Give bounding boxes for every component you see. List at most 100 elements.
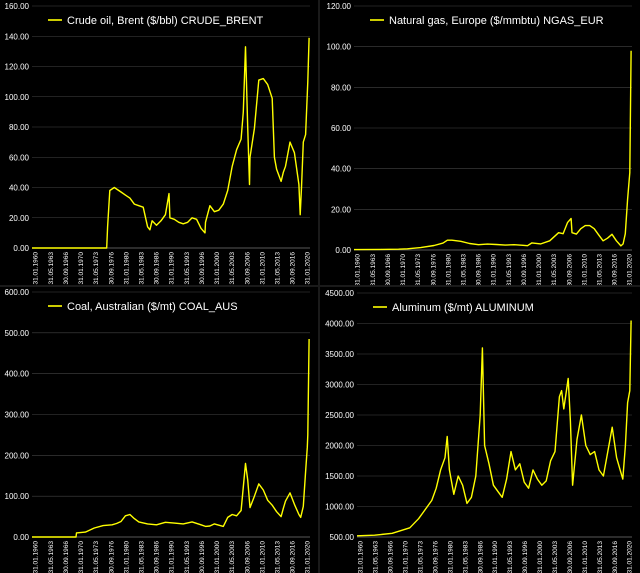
y-tick-label: 4500.00 [325, 289, 354, 298]
x-tick-label: 31.05.2003 [552, 541, 559, 573]
x-tick-label: 31.01.1970 [78, 541, 85, 573]
x-tick-label: 31.01.1970 [403, 541, 410, 573]
x-tick-label: 31.01.1970 [400, 254, 407, 285]
x-tick-label: 31.01.2010 [259, 541, 266, 573]
x-tick-label: 31.01.2020 [305, 541, 312, 573]
legend-label: Crude oil, Brent ($/bbl) CRUDE_BRENT [67, 15, 264, 27]
legend-label: Aluminum ($/mt) ALUMINUM [392, 302, 534, 314]
x-tick-label: 31.01.2000 [214, 252, 221, 285]
y-tick-label: 400.00 [5, 370, 30, 379]
x-tick-label: 31.05.2013 [596, 254, 603, 285]
x-tick-label: 31.05.1993 [184, 252, 191, 285]
series-line [353, 50, 632, 251]
x-tick-label: 30.09.1976 [108, 252, 115, 285]
x-tick-label: 31.05.1973 [93, 541, 100, 573]
x-tick-label: 31.01.1980 [123, 252, 130, 285]
x-tick-label: 31.05.1973 [415, 254, 422, 285]
x-tick-label: 31.01.1960 [355, 254, 362, 285]
x-tick-label: 31.05.1993 [506, 254, 513, 285]
chart-panel-coal-aus: 0.00 100.00 200.00 300.00 400.00 500.00 600.00… [0, 287, 318, 573]
x-tick-label: 30.09.2016 [290, 252, 297, 285]
x-tick-label: 31.05.1963 [370, 254, 377, 285]
series-line [356, 320, 632, 537]
x-tick-label: 31.05.1963 [48, 252, 55, 285]
x-tick-label: 31.01.1980 [447, 541, 454, 573]
x-tick-label: 30.09.1996 [521, 254, 528, 285]
y-tick-label: 3500.00 [325, 350, 354, 359]
y-tick-label: 2000.00 [325, 442, 354, 451]
x-tick-label: 31.01.2000 [536, 254, 543, 285]
chart-panel-ngas-eur: 0.00 20.00 40.00 60.00 80.00 100.00 120.00 31.0… [320, 0, 640, 285]
x-tick-label: 30.09.1996 [522, 541, 529, 573]
y-tick-label: 120.00 [5, 63, 30, 72]
y-tick-label: 4000.00 [325, 320, 354, 329]
y-tick-label: 120.00 [327, 2, 352, 11]
y-tick-label: 100.00 [5, 93, 30, 102]
y-tick-label: 80.00 [9, 123, 30, 132]
x-tick-label: 31.05.1983 [138, 252, 145, 285]
y-tick-label: 1500.00 [325, 472, 354, 481]
y-tick-label: 20.00 [331, 205, 352, 214]
x-tick-label: 31.01.1990 [169, 252, 176, 285]
x-tick-label: 31.05.2013 [274, 252, 281, 285]
x-tick-label: 30.09.2006 [244, 252, 251, 285]
x-tick-label: 31.01.2010 [582, 541, 589, 573]
crude-brent-chart: 0.00 20.00 40.00 60.00 80.00 100.00 120.00 140.… [5, 2, 312, 285]
y-tick-label: 80.00 [331, 83, 352, 92]
y-tick-label: 500.00 [5, 329, 30, 338]
y-tick-label: 40.00 [331, 165, 352, 174]
x-tick-label: 31.01.2010 [259, 252, 266, 285]
legend-label: Coal, Australian ($/mt) COAL_AUS [67, 301, 238, 313]
x-tick-label: 31.05.2013 [274, 541, 281, 573]
x-tick-label: 30.09.1996 [199, 541, 206, 573]
x-tick-label: 31.01.1990 [491, 254, 498, 285]
x-tick-label: 30.09.1966 [63, 541, 70, 573]
x-tick-label: 31.01.2000 [214, 541, 221, 573]
x-tick-label: 30.09.1986 [477, 541, 484, 573]
x-tick-label: 31.01.1960 [33, 541, 40, 573]
x-tick-label: 31.05.1963 [373, 541, 380, 573]
coal-aus-chart: 0.00 100.00 200.00 300.00 400.00 500.00 600.00… [5, 288, 312, 573]
y-tick-label: 0.00 [13, 244, 29, 253]
y-tick-label: 100.00 [327, 43, 352, 52]
y-tick-label: 140.00 [5, 32, 30, 41]
x-tick-label: 31.01.1990 [492, 541, 499, 573]
y-tick-label: 200.00 [5, 451, 30, 460]
x-tick-label: 30.09.2006 [244, 541, 251, 573]
x-tick-label: 31.01.1970 [78, 252, 85, 285]
x-tick-label: 30.09.2006 [567, 541, 574, 573]
series-line [32, 338, 310, 538]
y-tick-label: 20.00 [9, 214, 30, 223]
y-tick-label: 160.00 [5, 2, 30, 11]
aluminum-chart: 500.00 1000.00 1500.00 2000.00 2500.00 3000.0… [325, 289, 634, 573]
x-tick-label: 30.09.1966 [385, 254, 392, 285]
y-tick-label: 100.00 [5, 492, 30, 501]
y-tick-label: 0.00 [13, 533, 29, 542]
x-tick-label: 31.01.1960 [33, 252, 40, 285]
y-tick-label: 60.00 [9, 153, 30, 162]
x-tick-label: 30.09.1986 [154, 252, 161, 285]
chart-panel-aluminum: 500.00 1000.00 1500.00 2000.00 2500.00 3000.0… [320, 287, 640, 573]
x-tick-label: 30.09.1986 [476, 254, 483, 285]
x-tick-label: 31.01.1980 [123, 541, 130, 573]
x-tick-label: 30.09.1996 [199, 252, 206, 285]
x-tick-label: 31.01.2000 [537, 541, 544, 573]
y-tick-label: 60.00 [331, 124, 352, 133]
x-tick-label: 31.05.2013 [597, 541, 604, 573]
x-tick-label: 31.05.1983 [462, 541, 469, 573]
y-tick-label: 3000.00 [325, 381, 354, 390]
x-tick-label: 31.05.2003 [229, 541, 236, 573]
legend-label: Natural gas, Europe ($/mmbtu) NGAS_EUR [389, 15, 604, 27]
x-tick-label: 31.05.1983 [138, 541, 145, 573]
x-tick-label: 31.05.1973 [417, 541, 424, 573]
x-tick-label: 31.05.2003 [229, 252, 236, 285]
x-tick-label: 30.09.1966 [63, 252, 70, 285]
x-tick-label: 30.09.1976 [430, 254, 437, 285]
x-tick-label: 30.09.1966 [388, 541, 395, 573]
x-tick-label: 31.01.2020 [305, 252, 312, 285]
y-tick-label: 500.00 [330, 533, 355, 542]
x-tick-label: 30.09.2016 [290, 541, 297, 573]
y-tick-label: 300.00 [5, 411, 30, 420]
series-line [32, 37, 310, 249]
